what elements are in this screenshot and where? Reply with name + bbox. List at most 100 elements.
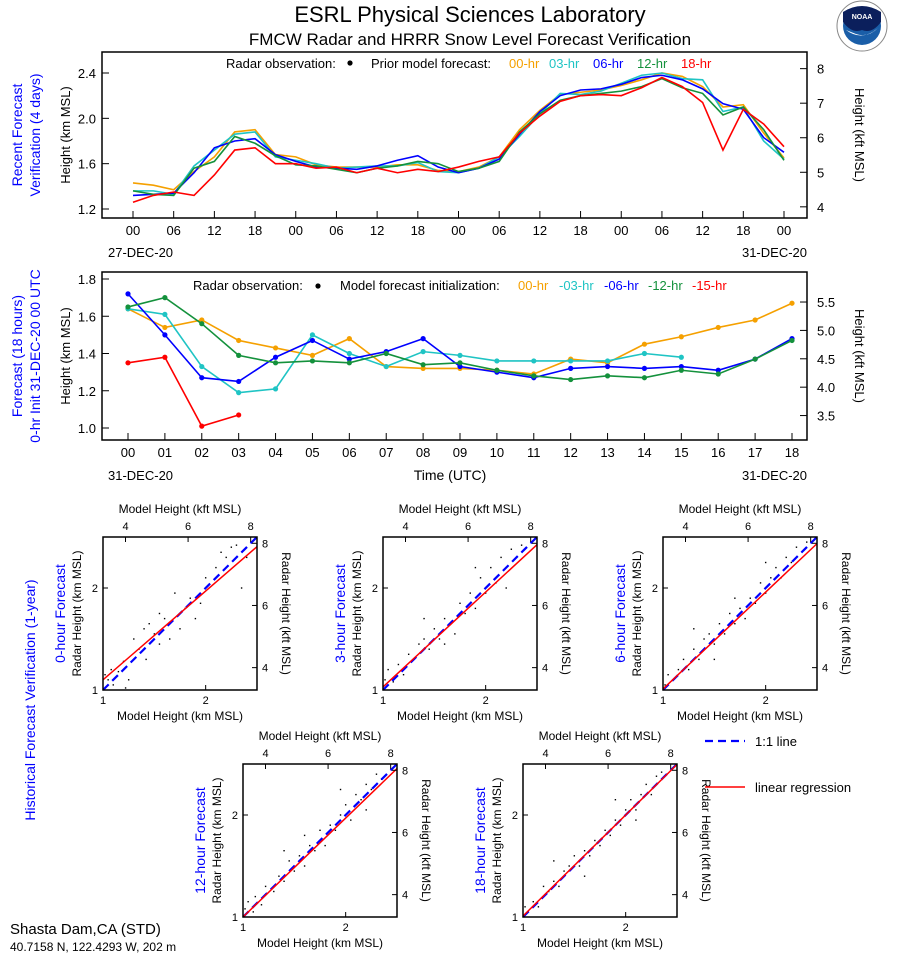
scatter-point bbox=[645, 783, 647, 786]
x-tick-label: 2 bbox=[343, 922, 349, 934]
x-top-tick-label: 8 bbox=[808, 521, 814, 533]
scatter-group-label: Historical Forecast Verification (1-year… bbox=[22, 579, 38, 820]
y-right-axis-label: Radar Height (kft MSL) bbox=[279, 552, 293, 675]
series-line--03-hr bbox=[127, 308, 682, 394]
scatter-legend: 1:1 line linear regression bbox=[705, 734, 851, 795]
data-point bbox=[236, 352, 242, 358]
scatter-point bbox=[247, 901, 249, 903]
scatter-point bbox=[734, 597, 736, 599]
x-top-tick-label: 6 bbox=[325, 748, 331, 760]
legend-one-to-one-label: 1:1 line bbox=[755, 734, 797, 749]
scatter-point bbox=[174, 592, 176, 594]
x-tick-label: 02 bbox=[195, 445, 209, 460]
panel-title: 18-hour Forecast bbox=[472, 787, 488, 894]
y-right-axis-label: Height (kft MSL) bbox=[852, 88, 867, 182]
side-label: Recent Forecast bbox=[9, 84, 25, 187]
y-right-tick-label: 4 bbox=[402, 890, 408, 902]
line-chart: 00 01 02 03 04 05 06 07 08 09 10 11 12 13 14 15 16 17 18 1.… bbox=[9, 269, 867, 483]
data-point bbox=[641, 375, 648, 381]
y-axis-label: Radar Height (km MSL) bbox=[490, 777, 504, 903]
data-point bbox=[125, 304, 131, 310]
data-point bbox=[272, 345, 279, 351]
data-point bbox=[494, 367, 500, 373]
scatter-point bbox=[604, 829, 606, 831]
scatter-point bbox=[199, 602, 202, 604]
legend-series: 18-hr bbox=[681, 56, 712, 71]
scatter-point bbox=[703, 638, 705, 640]
y-right-tick-label: 6 bbox=[817, 131, 824, 146]
x-tick-label: 13 bbox=[600, 445, 614, 460]
data-point bbox=[568, 358, 574, 364]
x-tick-label: 2 bbox=[763, 695, 769, 707]
scatter-point bbox=[734, 623, 736, 625]
scatter-point bbox=[795, 546, 798, 548]
series-line-03-hr bbox=[133, 72, 785, 196]
data-point bbox=[162, 324, 168, 331]
regression-line bbox=[242, 768, 398, 918]
scatter-point bbox=[806, 541, 808, 543]
data-point bbox=[236, 337, 242, 344]
scatter-point bbox=[158, 612, 161, 615]
x-tick-label: 00 bbox=[777, 223, 791, 238]
scatter-point bbox=[402, 674, 405, 676]
x-tick-label: 14 bbox=[637, 445, 651, 460]
scatter-point bbox=[664, 684, 666, 686]
scatter-point bbox=[143, 628, 145, 630]
scatter-point bbox=[235, 544, 238, 546]
scatter-point bbox=[510, 548, 513, 550]
scatter-point bbox=[723, 633, 726, 635]
scatter-point bbox=[677, 668, 680, 671]
x-top-tick-label: 6 bbox=[185, 521, 191, 533]
x-tick-label: 16 bbox=[711, 445, 725, 460]
y-tick-label: 1 bbox=[372, 685, 378, 697]
data-point bbox=[236, 378, 242, 385]
scatter-point bbox=[225, 556, 227, 559]
scatter-point bbox=[713, 643, 716, 645]
scatter-point bbox=[110, 668, 112, 671]
y-tick-label: 2.0 bbox=[78, 111, 96, 126]
y-tick-label: 1.6 bbox=[78, 309, 96, 324]
x-tick-label: 1 bbox=[520, 922, 526, 934]
scatter-point bbox=[355, 793, 357, 796]
data-point bbox=[199, 363, 205, 370]
scatter-point bbox=[124, 687, 127, 689]
x-axis-label: Model Height (km MSL) bbox=[537, 936, 663, 950]
data-point bbox=[604, 363, 611, 370]
scatter-point bbox=[264, 885, 267, 888]
data-point bbox=[494, 358, 500, 364]
data-point bbox=[272, 354, 279, 360]
x-top-tick-label: 4 bbox=[262, 748, 268, 760]
scatter-point bbox=[360, 799, 362, 801]
data-point bbox=[678, 367, 684, 373]
plot-frame bbox=[382, 536, 538, 691]
scatter-point bbox=[350, 819, 352, 821]
x-top-tick-label: 4 bbox=[682, 521, 688, 533]
legend-radar-marker bbox=[315, 283, 321, 289]
data-point bbox=[199, 423, 205, 429]
data-point bbox=[531, 373, 537, 379]
scatter-point bbox=[635, 809, 637, 811]
date-start: 31-DEC-20 bbox=[108, 468, 173, 483]
scatter-point bbox=[163, 617, 166, 620]
data-point bbox=[346, 360, 352, 366]
scatter-point bbox=[158, 643, 161, 645]
y-tick-label: 1.0 bbox=[78, 421, 96, 436]
data-point bbox=[383, 350, 389, 357]
data-point bbox=[715, 371, 721, 377]
scatter-point bbox=[215, 566, 217, 569]
side-label: Verification (4 days) bbox=[27, 74, 43, 197]
y-tick-label: 1 bbox=[92, 685, 98, 697]
one-to-one-line bbox=[382, 536, 538, 691]
scatter-point bbox=[273, 890, 275, 893]
line-chart: 00 06 12 18 00 06 12 18 00 06 12 18 00 06 12 18 00 1.2 1.6… bbox=[9, 51, 867, 260]
side-label: 0-hr Init 31-DEC-20 00 UTC bbox=[27, 269, 43, 443]
x-tick-label: 18 bbox=[573, 223, 587, 238]
data-point bbox=[309, 358, 316, 364]
scatter-point bbox=[655, 775, 658, 777]
one-to-one-line bbox=[242, 763, 398, 918]
data-point bbox=[346, 336, 352, 342]
x-tick-label: 18 bbox=[785, 445, 799, 460]
scatter-point bbox=[194, 617, 197, 620]
data-point bbox=[641, 350, 648, 357]
data-point bbox=[236, 412, 242, 418]
